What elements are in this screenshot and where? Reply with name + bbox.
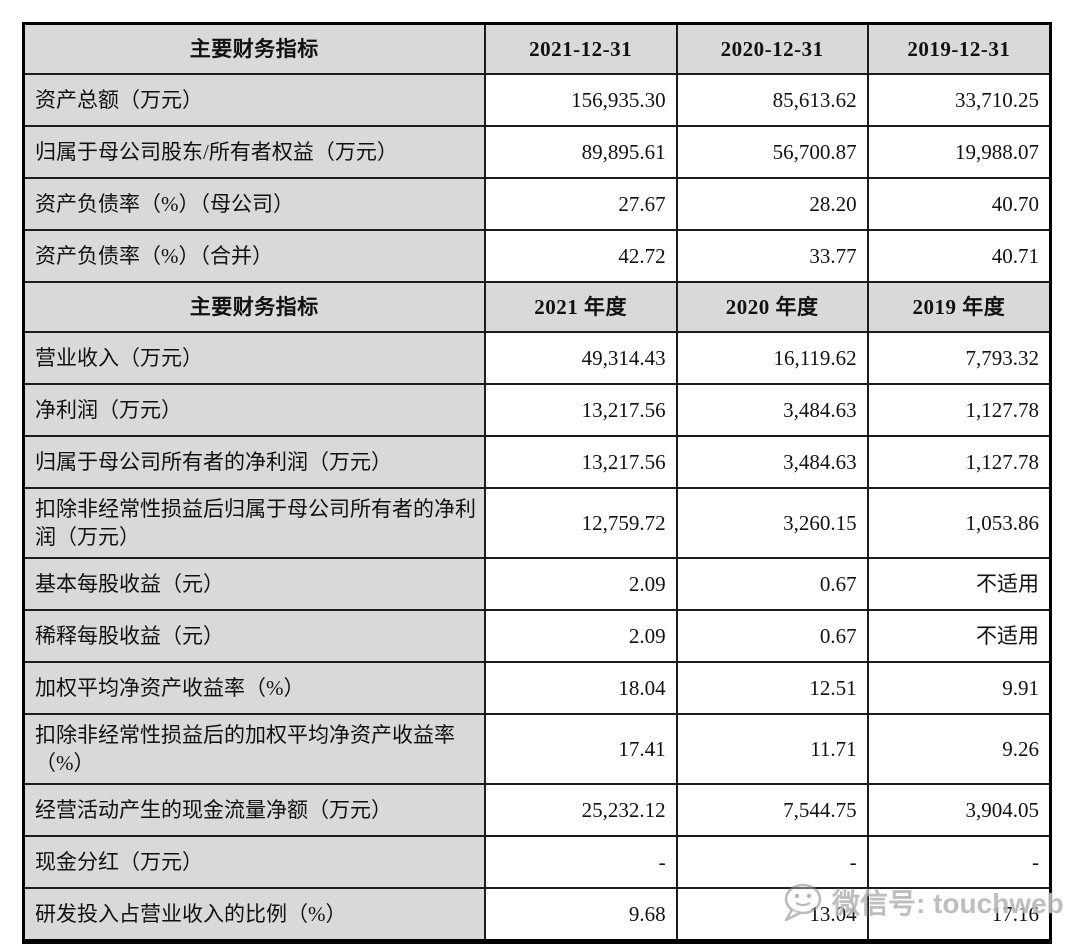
watermark: 微信号: touchweb: [782, 882, 1064, 922]
row-value: 11.71: [675, 713, 869, 785]
table-row: 现金分红（万元） - - -: [22, 835, 1052, 889]
table-row: 归属于母公司股东/所有者权益（万元） 89,895.61 56,700.87 19,9…: [22, 125, 1052, 179]
table-row: 稀释每股收益（元） 2.09 0.67 不适用: [22, 609, 1052, 663]
table-row: 研发投入占营业收入的比例（%） 9.68 13.04 17.16: [22, 887, 1052, 943]
table-row: 扣除非经常性损益后归属于母公司所有者的净利润（万元） 12,759.72 3,260…: [22, 487, 1052, 559]
row-value: 1,127.78: [866, 435, 1052, 489]
row-value: 33.77: [675, 229, 869, 283]
row-value: 89,895.61: [483, 125, 678, 179]
table-row: 净利润（万元） 13,217.56 3,484.63 1,127.78: [22, 383, 1052, 437]
row-label: 营业收入（万元）: [22, 331, 486, 385]
table-row: 经营活动产生的现金流量净额（万元） 25,232.12 7,544.75 3,904.…: [22, 783, 1052, 837]
table-row: 基本每股收益（元） 2.09 0.67 不适用: [22, 557, 1052, 611]
row-value: 27.67: [483, 177, 678, 231]
financial-summary-table: 主要财务指标 2021-12-31 2020-12-31 2019-12-31 资产总额…: [22, 22, 1052, 944]
row-value: 49,314.43: [483, 331, 678, 385]
row-label: 净利润（万元）: [22, 383, 486, 437]
row-label: 扣除非经常性损益后归属于母公司所有者的净利润（万元）: [22, 487, 486, 559]
row-label: 归属于母公司所有者的净利润（万元）: [22, 435, 486, 489]
row-label: 资产负债率（%）（母公司）: [22, 177, 486, 231]
row-value: 3,484.63: [675, 435, 869, 489]
row-value: 17.41: [483, 713, 678, 785]
row-label: 现金分红（万元）: [22, 835, 486, 889]
row-value: 28.20: [675, 177, 869, 231]
row-value: 不适用: [866, 609, 1052, 663]
row-value: 不适用: [866, 557, 1052, 611]
row-label: 稀释每股收益（元）: [22, 609, 486, 663]
row-label: 扣除非经常性损益后的加权平均净资产收益率（%）: [22, 713, 486, 785]
row-value: -: [483, 835, 678, 889]
row-value: 3,904.05: [866, 783, 1052, 837]
row-value: 1,127.78: [866, 383, 1052, 437]
row-value: 9.26: [866, 713, 1052, 785]
row-value: 0.67: [675, 557, 869, 611]
row-label: 经营活动产生的现金流量净额（万元）: [22, 783, 486, 837]
row-value: 17.16: [866, 887, 1052, 943]
wechat-icon: [784, 883, 822, 922]
table-row: 资产负债率（%）（合并） 42.72 33.77 40.71: [22, 229, 1052, 283]
row-value: 12.51: [675, 661, 869, 715]
row-value: 9.91: [866, 661, 1052, 715]
table-row: 扣除非经常性损益后的加权平均净资产收益率（%） 17.41 11.71 9.26: [22, 713, 1052, 785]
row-value: 7,793.32: [866, 331, 1052, 385]
row-label: 归属于母公司股东/所有者权益（万元）: [22, 125, 486, 179]
row-value: 0.67: [675, 609, 869, 663]
row-label: 基本每股收益（元）: [22, 557, 486, 611]
header-label: 主要财务指标: [22, 281, 486, 333]
row-value: 42.72: [483, 229, 678, 283]
row-value: 156,935.30: [483, 73, 678, 127]
row-value: 13,217.56: [483, 435, 678, 489]
row-value: 40.70: [866, 177, 1052, 231]
watermark-text: 微信号: touchweb: [832, 888, 1064, 919]
table-row: 资产负债率（%）（母公司） 27.67 28.20 40.70: [22, 177, 1052, 231]
table-row: 加权平均净资产收益率（%） 18.04 12.51 9.91: [22, 661, 1052, 715]
header-col: 2020-12-31: [675, 22, 869, 75]
row-label: 加权平均净资产收益率（%）: [22, 661, 486, 715]
row-value: 85,613.62: [675, 73, 869, 127]
row-value: 7,544.75: [675, 783, 869, 837]
header-label: 主要财务指标: [22, 22, 486, 75]
row-value: 12,759.72: [483, 487, 678, 559]
row-value: 2.09: [483, 609, 678, 663]
row-value: 40.71: [866, 229, 1052, 283]
header-col: 2019-12-31: [866, 22, 1052, 75]
table-row: 营业收入（万元） 49,314.43 16,119.62 7,793.32: [22, 331, 1052, 385]
row-label: 资产负债率（%）（合并）: [22, 229, 486, 283]
row-value: 16,119.62: [675, 331, 869, 385]
section-2-header-row: 主要财务指标 2021 年度 2020 年度 2019 年度: [22, 281, 1052, 333]
table-row: 资产总额（万元） 156,935.30 85,613.62 33,710.25: [22, 73, 1052, 127]
row-value: -: [675, 835, 869, 889]
header-col: 2021 年度: [483, 281, 678, 333]
row-value: 3,484.63: [675, 383, 869, 437]
header-col: 2019 年度: [866, 281, 1052, 333]
header-col: 2021-12-31: [483, 22, 678, 75]
table-row: 归属于母公司所有者的净利润（万元） 13,217.56 3,484.63 1,127.…: [22, 435, 1052, 489]
row-value: 25,232.12: [483, 783, 678, 837]
section-1-header-row: 主要财务指标 2021-12-31 2020-12-31 2019-12-31: [22, 22, 1052, 75]
row-value: 2.09: [483, 557, 678, 611]
row-value: 3,260.15: [675, 487, 869, 559]
row-value: 9.68: [483, 887, 678, 943]
row-value: 33,710.25: [866, 73, 1052, 127]
row-value: 13,217.56: [483, 383, 678, 437]
row-value: -: [866, 835, 1052, 889]
row-label: 资产总额（万元）: [22, 73, 486, 127]
row-value: 19,988.07: [866, 125, 1052, 179]
row-label: 研发投入占营业收入的比例（%）: [22, 887, 486, 943]
row-value: 56,700.87: [675, 125, 869, 179]
header-col: 2020 年度: [675, 281, 869, 333]
row-value: 18.04: [483, 661, 678, 715]
row-value: 13.04: [675, 887, 869, 943]
row-value: 1,053.86: [866, 487, 1052, 559]
